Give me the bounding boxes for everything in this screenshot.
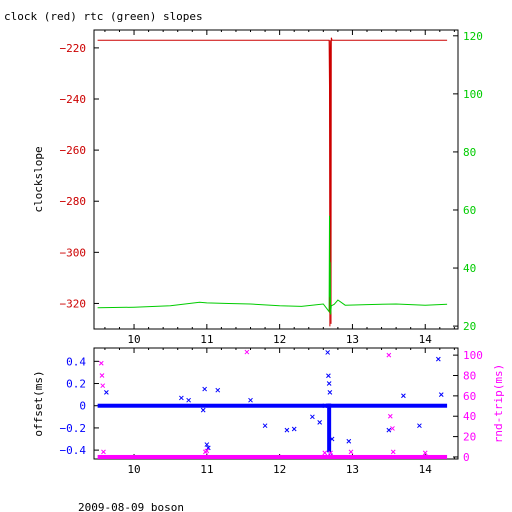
panel1-x-tick-label: 12 — [273, 333, 286, 346]
panel1-x-tick-label: 10 — [127, 333, 140, 346]
series-offset-point — [186, 397, 191, 403]
footer-label: 2009-08-09 boson — [78, 501, 184, 512]
panel1-frame — [93, 29, 459, 330]
series-offset-point — [317, 420, 323, 425]
panel1-y-tick-label: −220 — [60, 42, 87, 55]
series-offset-point — [325, 350, 331, 355]
series-offset-point — [205, 445, 211, 451]
series-rtt-point — [386, 352, 392, 358]
panel1-y2-tick-label: 40 — [463, 262, 476, 275]
series-rtt-point — [390, 426, 395, 431]
series-offset-point — [417, 423, 422, 429]
series-rtt-point — [100, 383, 106, 389]
series-rtt-point — [101, 449, 106, 455]
series-offset-point — [386, 427, 392, 433]
series-rtt-point — [387, 413, 393, 419]
series-offset-baseline-band — [97, 403, 448, 408]
panel2-y-tick-label: 0.2 — [66, 378, 86, 391]
series-offset-point — [401, 393, 406, 399]
series-offset-point — [329, 436, 335, 442]
panel2-y2-tick-label: 20 — [463, 431, 476, 444]
panel1-y-tick-label: −300 — [60, 246, 87, 259]
series-offset-point — [284, 427, 290, 433]
chart-title: clock (red) rtc (green) slopes — [4, 10, 203, 23]
panel2-y-tick-label: 0 — [79, 400, 86, 413]
panel2-x-tick-label: 10 — [127, 463, 140, 476]
panel1-y2-tick-label: 60 — [463, 204, 476, 217]
series-offset-point — [215, 387, 221, 393]
series-offset-point — [435, 356, 441, 362]
panel2-y-tick-label: −0.2 — [60, 422, 87, 435]
panel2-frame — [93, 347, 459, 460]
series-offset-point — [204, 442, 210, 447]
panel2-y2-tick-label: 80 — [463, 369, 476, 382]
panel2-y2-tick-label: 40 — [463, 410, 476, 423]
panel2-y2-tick-label: 0 — [463, 451, 470, 464]
panel2-y-axis-label: offset(ms) — [32, 370, 45, 436]
series-rtt-point — [348, 449, 354, 455]
series-rtc-line — [97, 215, 448, 315]
panel2-x-tick-label: 12 — [273, 463, 286, 476]
series-offset-point — [104, 390, 109, 395]
series-offset-point — [346, 438, 352, 444]
panel1-x-tick-label: 11 — [200, 333, 213, 346]
series-rtt-point — [422, 450, 428, 456]
series-rtt-point — [390, 449, 396, 455]
panel1-x-tick-label: 14 — [419, 333, 433, 346]
panel1-y-tick-label: −260 — [60, 144, 87, 157]
series-rtt-point — [244, 349, 250, 355]
panel1-y-tick-label: −240 — [60, 93, 87, 106]
panel2-y-tick-label: −0.4 — [60, 444, 87, 457]
panel2-y2-tick-label: 60 — [463, 390, 476, 403]
series-offset-point — [200, 407, 206, 413]
series-offset-point — [310, 414, 315, 420]
series-offset-point — [327, 390, 333, 395]
series-clock-line — [97, 37, 448, 327]
panel1-y-tick-label: −280 — [60, 195, 87, 208]
panel2-x-tick-label: 11 — [200, 463, 213, 476]
panel1-y2-tick-label: 120 — [463, 30, 483, 43]
series-offset-point — [438, 392, 444, 397]
panel1-y-tick-label: −320 — [60, 297, 87, 310]
panel2-x-tick-label: 13 — [346, 463, 359, 476]
panel1-y2-tick-label: 80 — [463, 146, 476, 159]
series-rtt-point — [322, 450, 328, 456]
panel1-y-axis-label: clockslope — [32, 146, 45, 212]
series-offset-point — [326, 381, 332, 386]
panel2-y2-tick-label: 100 — [463, 349, 483, 362]
panel2-x-tick-label: 14 — [419, 463, 433, 476]
panel2-y2-axis-label: rnd-trip(ms) — [492, 364, 505, 443]
series-rtt-point — [98, 360, 104, 366]
series-offset-point — [291, 426, 297, 432]
series-rtt-point — [328, 450, 333, 456]
series-offset-point — [262, 423, 268, 429]
series-offset-point — [248, 397, 253, 403]
series-rtt-baseline-band — [97, 454, 448, 459]
series-offset-column — [327, 403, 332, 453]
series-rtt-point — [99, 373, 105, 378]
panel1-y2-tick-label: 20 — [463, 320, 476, 333]
series-rtt-point — [204, 448, 210, 454]
panel1-y2-tick-label: 100 — [463, 88, 483, 101]
panel1-x-tick-label: 13 — [346, 333, 359, 346]
series-offset-point — [322, 403, 328, 409]
series-offset-point — [179, 395, 184, 401]
series-offset-point — [326, 373, 331, 379]
panel2-y-tick-label: 0.4 — [66, 355, 86, 368]
series-offset-point — [202, 386, 208, 392]
